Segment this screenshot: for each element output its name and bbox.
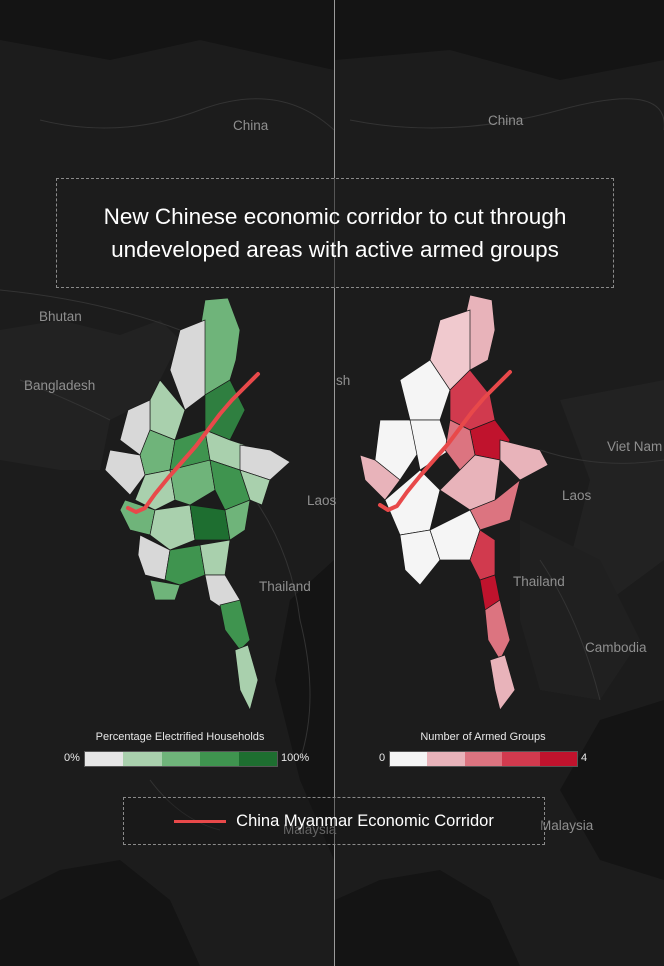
label-china-right: China (488, 113, 524, 128)
electrified-swatch-3 (200, 752, 239, 766)
title-box: New Chinese economic corridor to cut thr… (56, 178, 614, 288)
electrified-swatch-2 (161, 752, 201, 766)
corridor-legend-label: China Myanmar Economic Corridor (236, 811, 494, 830)
armed-groups-swatch-0 (390, 752, 428, 766)
label-bangladesh-partial: sh (336, 373, 351, 388)
electrified-swatch-4 (238, 752, 278, 766)
label-viet-nam: Viet Nam (607, 439, 663, 454)
label-china-left: China (233, 118, 269, 133)
legend-scale-armed-groups (389, 751, 578, 767)
label-malaysia-left: Malaysia (283, 822, 337, 837)
armed-groups-swatch-1 (427, 752, 465, 766)
electrified-swatch-1 (123, 752, 162, 766)
legend-title-electrified: Percentage Electrified Households (95, 731, 265, 743)
label-laos-left: Laos (307, 493, 337, 508)
electrified-swatch-0 (85, 752, 124, 766)
label-bangladesh: Bangladesh (24, 378, 96, 393)
corridor-legend: China Myanmar Economic Corridor (123, 797, 545, 845)
right-corridor-line (378, 370, 512, 512)
legend-scale-electrified (84, 751, 278, 767)
label-cambodia: Cambodia (585, 640, 647, 655)
legend-title-armed-groups: Number of Armed Groups (420, 731, 546, 743)
armed-groups-swatch-4 (539, 752, 578, 766)
myanmar-armed-groups-map (359, 294, 549, 711)
label-thailand-right: Thailand (513, 574, 565, 589)
legend-min-armed-groups: 0 (379, 752, 386, 764)
corridor-legend-swatch (174, 819, 227, 823)
label-bhutan: Bhutan (39, 309, 82, 324)
armed-groups-swatch-2 (464, 752, 503, 766)
legend-max-electrified: 100% (281, 752, 310, 764)
legend-min-electrified: 0% (64, 752, 80, 764)
left-corridor-line (126, 372, 260, 514)
armed-groups-swatch-3 (502, 752, 540, 766)
label-malaysia-right: Malaysia (540, 818, 594, 833)
label-laos-right: Laos (562, 488, 592, 503)
map-title: New Chinese economic corridor to cut thr… (103, 204, 567, 262)
label-thailand-left: Thailand (259, 579, 311, 594)
legend-max-armed-groups: 4 (581, 752, 588, 764)
